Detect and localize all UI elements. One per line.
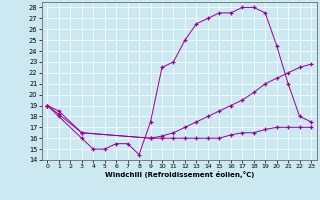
- X-axis label: Windchill (Refroidissement éolien,°C): Windchill (Refroidissement éolien,°C): [105, 171, 254, 178]
